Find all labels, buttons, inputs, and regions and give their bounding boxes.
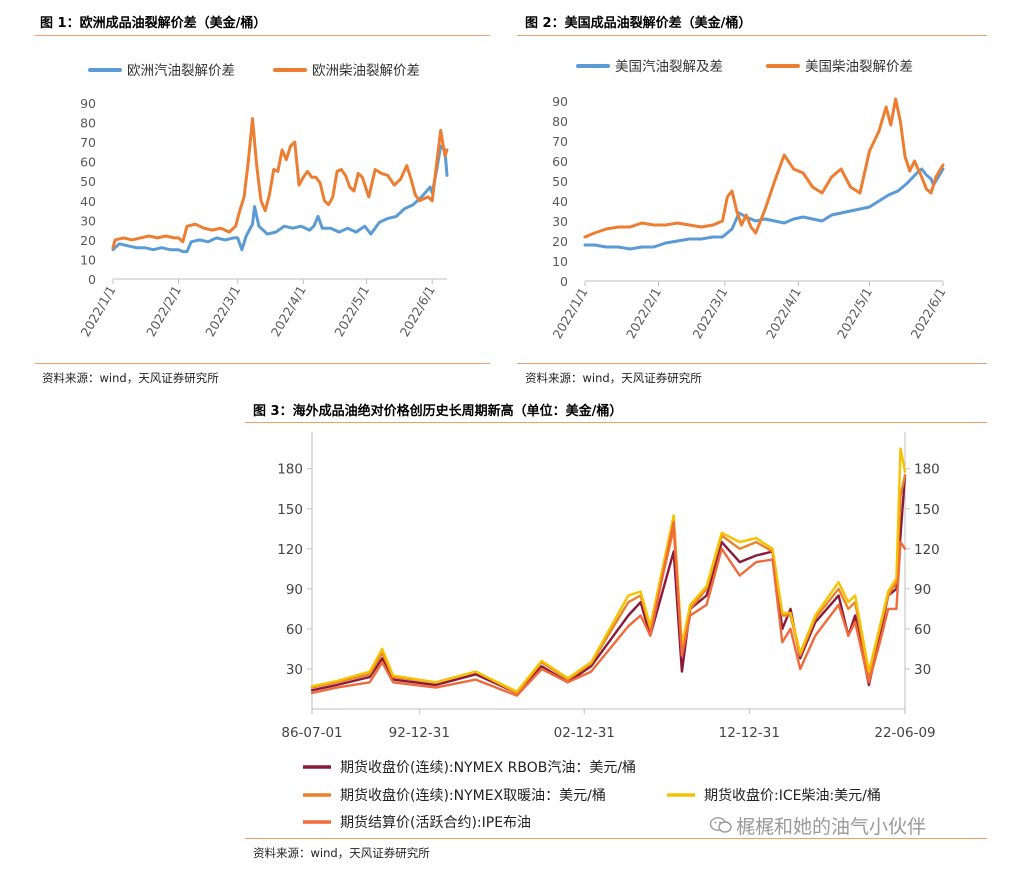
legend-label-2: 期货收盘价(连续):NYMEX取暖油：美元/桶 (340, 787, 606, 804)
legend-label-2: 美国柴油裂解价差 (805, 59, 913, 75)
legend-label-4: 期货结算价(活跃合约):IPE布油 (340, 814, 531, 831)
x-tick-label: 02-12-31 (554, 725, 615, 741)
y-tick-label-left: 30 (286, 662, 303, 678)
figure-1-top-rule (35, 35, 490, 36)
y-tick-label-left: 150 (277, 502, 303, 518)
y-tick-label: 30 (80, 213, 96, 228)
y-tick-label: 0 (560, 274, 568, 289)
y-tick-label-left: 180 (277, 462, 303, 478)
figure-2-source: 资料来源：wind，天风证券研究所 (525, 371, 702, 385)
figure-2-bottom-rule (517, 363, 987, 364)
figure-3-title: 图 3：海外成品油绝对价格创历史长周期新高（单位：美金/桶） (253, 404, 623, 419)
y-tick-label: 90 (552, 94, 568, 109)
figure-3-bottom-rule (245, 838, 987, 839)
y-tick-label: 40 (552, 194, 568, 209)
series-line-1 (111, 144, 449, 254)
series-line-3 (310, 447, 907, 693)
y-tick-label: 30 (552, 214, 568, 229)
y-tick-label: 70 (552, 134, 568, 149)
y-tick-label-right: 60 (914, 622, 931, 638)
x-tick-label: 92-12-31 (389, 725, 450, 741)
y-tick-label: 50 (80, 174, 96, 189)
y-tick-label: 60 (80, 155, 96, 170)
y-tick-label: 60 (552, 154, 568, 169)
figure-2-top-rule (517, 35, 987, 36)
legend-label-1: 欧洲汽油裂解价差 (127, 63, 235, 79)
series-line-2 (310, 474, 907, 695)
y-tick-label-right: 90 (914, 582, 931, 598)
y-tick-label-left: 60 (286, 622, 303, 638)
y-tick-label-left: 90 (286, 582, 303, 598)
x-tick-label: 86-07-01 (281, 725, 342, 741)
figure-1-title: 图 1：欧洲成品油裂解价差（美金/桶） (40, 16, 267, 31)
y-tick-label-left: 120 (277, 542, 303, 558)
y-tick-label: 40 (80, 194, 96, 209)
figure-1-source: 资料来源：wind，天风证券研究所 (42, 371, 219, 385)
legend-label-2: 欧洲柴油裂解价差 (312, 63, 420, 79)
legend-label-1: 期货收盘价(连续):NYMEX RBOB汽油：美元/桶 (340, 759, 636, 776)
x-tick-label: 12-12-31 (719, 725, 780, 741)
y-tick-label: 20 (552, 234, 568, 249)
wechat-icon (709, 817, 732, 833)
legend-label-1: 美国汽油裂解及差 (615, 59, 723, 75)
y-tick-label-right: 30 (914, 662, 931, 678)
y-tick-label: 10 (552, 254, 568, 269)
figure-3-source: 资料来源：wind，天风证券研究所 (253, 846, 430, 860)
y-tick-label: 20 (80, 233, 96, 248)
y-tick-label: 90 (80, 96, 96, 111)
y-tick-label-right: 120 (914, 542, 940, 558)
y-tick-label-right: 150 (914, 502, 940, 518)
legend-label-3: 期货收盘价:ICE柴油:美元/桶 (704, 787, 881, 804)
y-tick-label-right: 180 (914, 462, 940, 478)
y-tick-label: 50 (552, 174, 568, 189)
y-tick-label: 10 (80, 252, 96, 267)
y-tick-label: 80 (552, 114, 568, 129)
series-line-2 (583, 97, 945, 239)
y-tick-label: 0 (88, 272, 96, 287)
figure-2-title: 图 2：美国成品油裂解价差（美金/桶） (525, 16, 752, 31)
figure-3-top-rule (245, 422, 987, 423)
series-line-4 (310, 520, 907, 697)
figure-1-bottom-rule (35, 363, 490, 364)
watermark-text: 梶梶和她的油气小伙伴 (736, 816, 927, 838)
series-line-2 (111, 117, 449, 250)
series-line-1 (310, 474, 907, 695)
x-tick-label: 22-06-09 (874, 725, 935, 741)
y-tick-label: 70 (80, 135, 96, 150)
series-line-1 (583, 167, 945, 251)
y-tick-label: 80 (80, 116, 96, 131)
